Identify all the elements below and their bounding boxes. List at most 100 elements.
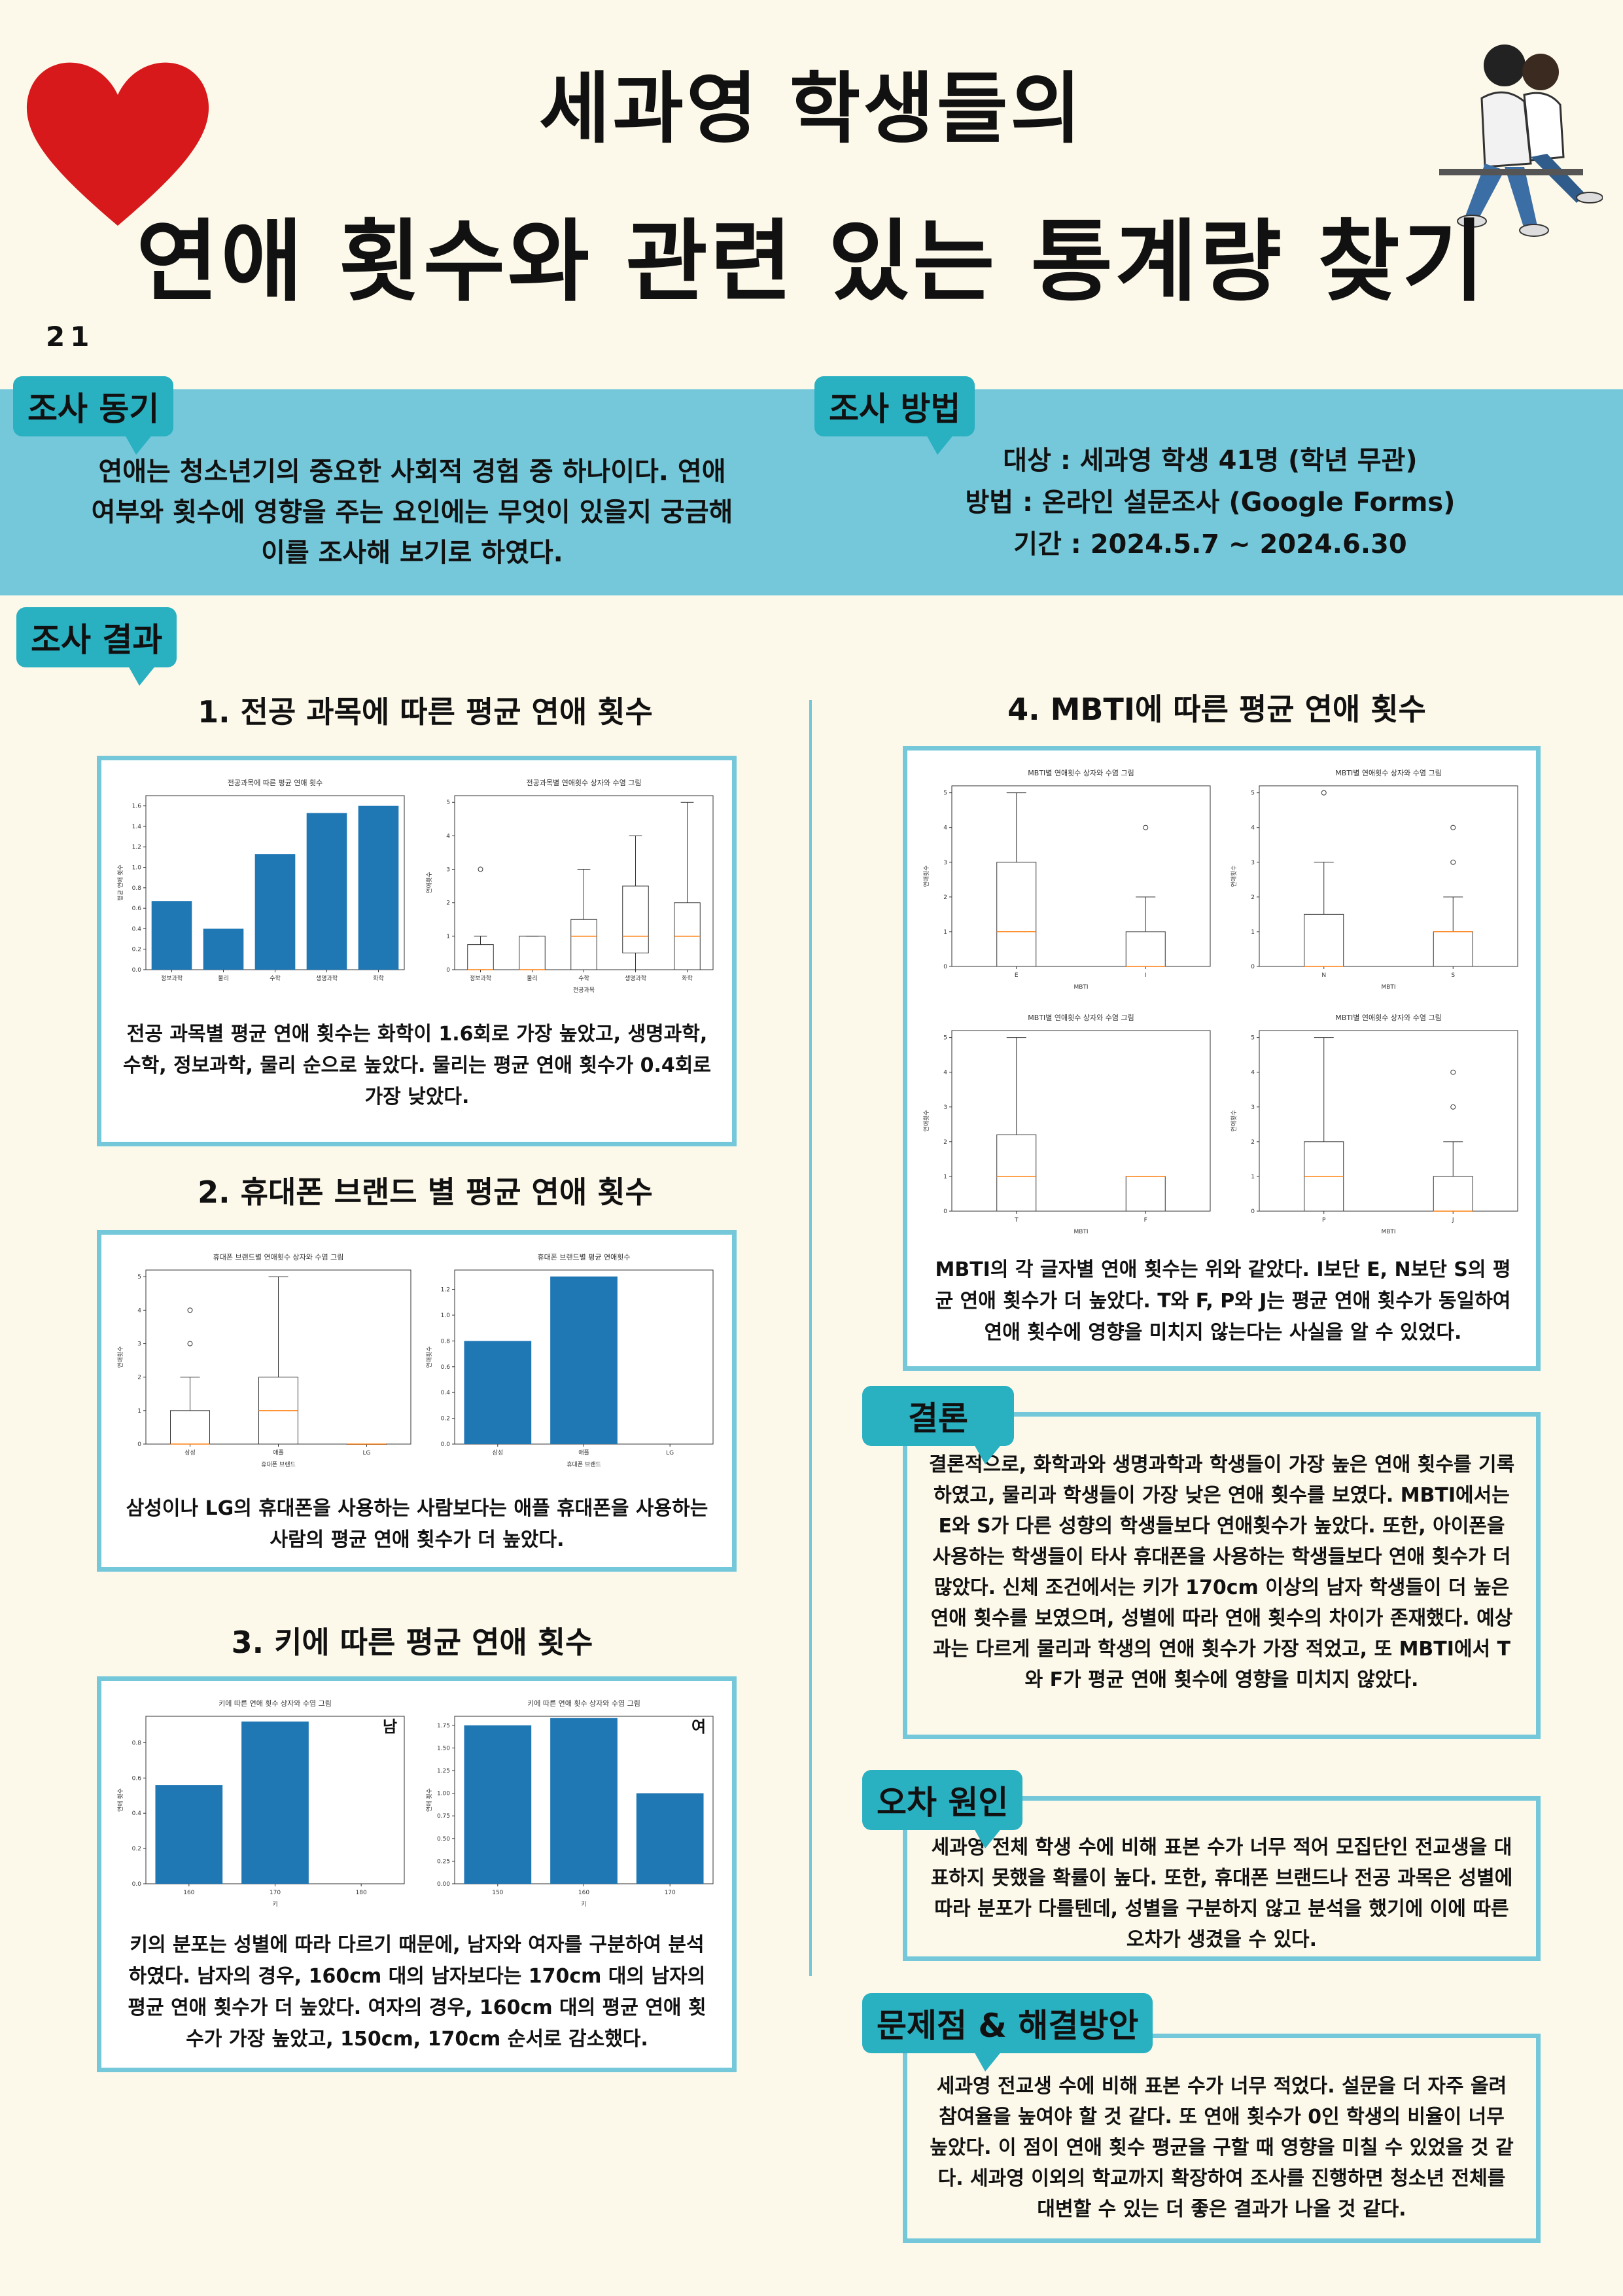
- y-tick-label: 1: [446, 934, 450, 940]
- y-tick-label: 0.2: [132, 947, 141, 953]
- y-tick-label: 2: [1251, 1139, 1255, 1146]
- section1-box: 전공과목에 따른 평균 연애 횟수 0.0 0.2 0.4 0.6 0.8 1.0 1.2 1.…: [97, 756, 737, 1146]
- conclusion-box: 결론적으로, 화학과와 생명과학과 학생들이 가장 높은 연애 횟수를 기록하였…: [903, 1412, 1541, 1739]
- y-tick-label: 1.0: [441, 1313, 451, 1319]
- outlier-point: [187, 1341, 193, 1347]
- method-text: 대상 : 세과영 학생 41명 (학년 무관) 방법 : 온라인 설문조사 (G…: [916, 440, 1505, 565]
- x-tick-label: 삼성: [184, 1449, 196, 1457]
- x-tick-label: 180: [356, 1890, 367, 1896]
- y-tick-label: 0.2: [132, 1846, 141, 1852]
- x-axis-label: 휴대폰 브랜드: [567, 1461, 601, 1468]
- x-tick-label: F: [1144, 1217, 1147, 1224]
- chart-background: [919, 762, 1220, 998]
- bar: [155, 1785, 223, 1884]
- y-tick-label: 1.2: [441, 1287, 450, 1294]
- y-tick-label: 4: [1251, 1070, 1255, 1076]
- problem-tag: 문제점 & 해결방안: [862, 1993, 1153, 2072]
- y-tick-label: 5: [943, 790, 947, 797]
- error-text: 세과영 전체 학생 수에 비해 표본 수가 너무 적어 모집단인 전교생을 대표…: [930, 1836, 1513, 1951]
- y-tick-label: 3: [137, 1341, 141, 1348]
- x-tick-label: 170: [270, 1890, 281, 1896]
- outlier-point: [187, 1307, 193, 1313]
- x-tick-label: 물리: [527, 975, 538, 982]
- x-tick-label: 정보과학: [161, 975, 183, 982]
- y-tick-label: 3: [943, 1104, 947, 1111]
- bar: [241, 1722, 309, 1884]
- section1-text: 전공 과목별 평균 연애 횟수는 화학이 1.6회로 가장 높았고, 생명과학,…: [123, 1023, 711, 1108]
- y-tick-label: 5: [1251, 790, 1255, 797]
- plot-frame: [1259, 1030, 1518, 1212]
- y-axis-label: 연애횟수: [425, 1346, 433, 1368]
- phone-mean-bar-chart: 휴대폰 브랜드별 평균 연애횟수 0.0 0.2 0.4 0.6 0.8 1.0 1.2 연애횟…: [422, 1246, 723, 1475]
- chart-title: MBTI별 연애횟수 상자와 수염 그림: [1335, 769, 1441, 777]
- outlier-point: [478, 866, 483, 872]
- x-axis-label: 키: [581, 1901, 586, 1908]
- y-tick-label: 0: [1251, 964, 1255, 970]
- y-tick-label: 4: [137, 1307, 141, 1314]
- y-tick-label: 2: [446, 900, 450, 907]
- y-tick-label: 1.00: [437, 1791, 450, 1797]
- x-tick-label: 물리: [218, 975, 229, 982]
- mbti-pj-boxplot-chart: MBTI별 연애횟수 상자와 수염 그림 0 1 2 3 4 5 연애횟수 MBTI P J: [1227, 1007, 1527, 1243]
- x-tick-label: 정보과학: [470, 975, 491, 982]
- y-tick-label: 0.6: [132, 906, 142, 912]
- method-period: 기간 : 2024.5.7 ~ 2024.6.30: [1013, 529, 1407, 559]
- method-tag: 조사 방법: [814, 376, 975, 455]
- problem-text: 세과영 전교생 수에 비해 표본 수가 너무 적었다. 설문을 더 자주 올려 …: [930, 2075, 1514, 2221]
- height-male-bar-chart: 키에 따른 연애 횟수 상자와 수염 그림 0.0 0.2 0.4 0.6 0.8 연애 횟…: [113, 1693, 414, 1915]
- y-tick-label: 3: [446, 867, 450, 874]
- column-divider: [809, 700, 812, 1976]
- y-tick-label: 0.4: [132, 1810, 142, 1817]
- error-tag: 오차 원인: [862, 1770, 1023, 1848]
- x-tick-label: 160: [578, 1890, 589, 1896]
- mbti-ns-boxplot-chart: MBTI별 연애횟수 상자와 수염 그림 0 1 2 3 4 5 연애횟수 MBTI N S: [1227, 762, 1527, 998]
- plot-frame: [1259, 785, 1518, 967]
- y-tick-label: 3: [943, 860, 947, 866]
- y-tick-label: 4: [1251, 825, 1255, 832]
- x-tick-label: 화학: [373, 975, 384, 982]
- plot-frame: [951, 1030, 1211, 1212]
- x-tick-label: I: [1145, 972, 1147, 979]
- section3-box: 키에 따른 연애 횟수 상자와 수염 그림 0.0 0.2 0.4 0.6 0.8 연애 횟…: [97, 1676, 737, 2072]
- y-tick-label: 4: [446, 833, 450, 839]
- chart-title: 휴대폰 브랜드별 평균 연애횟수: [537, 1253, 630, 1262]
- x-axis-label: 키: [272, 1901, 277, 1908]
- bar: [550, 1718, 618, 1884]
- y-tick-label: 1.50: [437, 1745, 450, 1752]
- x-tick-label: 수학: [578, 975, 589, 982]
- y-tick-label: 0.50: [437, 1836, 450, 1843]
- y-tick-label: 2: [1251, 894, 1255, 901]
- x-tick-label: 수학: [270, 975, 281, 982]
- y-tick-label: 3: [1251, 860, 1255, 866]
- bar: [464, 1725, 532, 1884]
- results-tag: 조사 결과: [16, 607, 177, 686]
- poster-title-line1: 세과영 학생들의: [538, 63, 1084, 154]
- x-axis-label: MBTI: [1073, 984, 1088, 991]
- x-tick-label: N: [1321, 972, 1326, 979]
- bar: [203, 928, 244, 970]
- height-female-bar-chart: 키에 따른 연애 횟수 상자와 수염 그림 0.00 0.25 0.50 0.75 1.0…: [422, 1693, 723, 1915]
- y-tick-label: 0.75: [437, 1813, 450, 1820]
- y-tick-label: 0.0: [441, 1441, 451, 1448]
- outlier-point: [1143, 824, 1149, 830]
- y-tick-label: 0: [943, 1209, 947, 1215]
- bar: [636, 1793, 704, 1884]
- y-tick-label: 1.75: [437, 1723, 450, 1729]
- y-tick-label: 0.0: [132, 1881, 142, 1888]
- conclusion-tag: 결론: [862, 1386, 1014, 1464]
- y-tick-label: 2: [943, 1139, 947, 1146]
- chart-background: [113, 1246, 421, 1475]
- chart-title: 전공과목에 따른 평균 연애 횟수: [228, 779, 323, 787]
- bar: [464, 1341, 532, 1444]
- x-tick-label: S: [1451, 972, 1455, 979]
- y-axis-label: 연애 횟수: [116, 1788, 124, 1812]
- y-tick-label: 0.6: [132, 1775, 142, 1782]
- y-tick-label: 0.8: [441, 1338, 451, 1345]
- method-way: 방법 : 온라인 설문조사 (Google Forms): [965, 487, 1456, 518]
- outlier-point: [1450, 824, 1456, 830]
- y-tick-label: 0: [1251, 1209, 1255, 1215]
- y-tick-label: 4: [943, 825, 947, 832]
- major-mean-bar-chart: 전공과목에 따른 평균 연애 횟수 0.0 0.2 0.4 0.6 0.8 1.0 1.2 1.…: [113, 772, 414, 1001]
- chart-background: [1227, 1007, 1527, 1243]
